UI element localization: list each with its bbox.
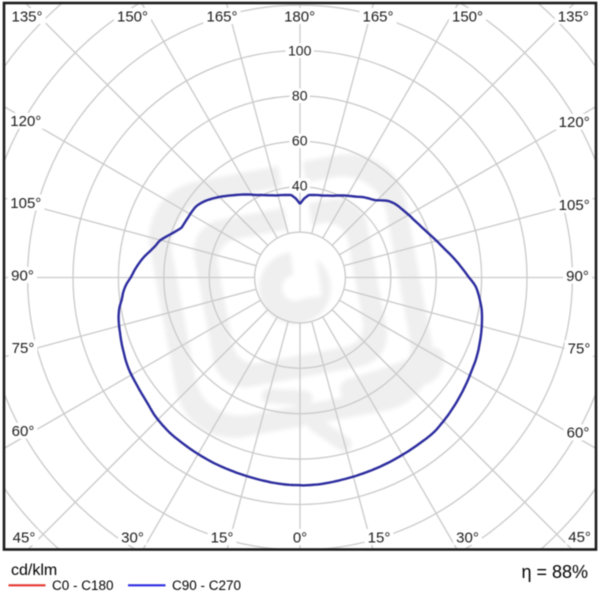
svg-text:120°: 120°: [10, 113, 41, 130]
svg-text:90°: 90°: [11, 267, 34, 284]
svg-text:15°: 15°: [211, 529, 234, 546]
svg-text:75°: 75°: [12, 340, 35, 357]
svg-text:180°: 180°: [284, 8, 315, 25]
svg-text:C0 - C180: C0 - C180: [52, 578, 114, 593]
svg-text:135°: 135°: [11, 8, 42, 25]
svg-text:15°: 15°: [368, 529, 391, 546]
svg-text:30°: 30°: [121, 529, 144, 546]
svg-text:100: 100: [288, 43, 312, 59]
svg-text:75°: 75°: [568, 341, 591, 358]
svg-text:40: 40: [292, 177, 308, 193]
svg-text:60: 60: [292, 133, 308, 149]
svg-text:60°: 60°: [12, 423, 35, 440]
svg-text:165°: 165°: [362, 8, 393, 25]
svg-text:30°: 30°: [456, 529, 479, 546]
svg-text:60°: 60°: [567, 425, 590, 442]
svg-text:0°: 0°: [293, 529, 307, 546]
svg-text:120°: 120°: [559, 114, 590, 131]
svg-text:90°: 90°: [566, 268, 589, 285]
svg-text:150°: 150°: [452, 8, 483, 25]
svg-text:105°: 105°: [10, 195, 41, 212]
svg-text:165°: 165°: [206, 8, 237, 25]
svg-text:45°: 45°: [13, 530, 36, 547]
svg-text:η = 88%: η = 88%: [521, 562, 588, 582]
svg-text:45°: 45°: [568, 529, 591, 546]
svg-text:80: 80: [292, 88, 308, 104]
svg-text:150°: 150°: [117, 8, 148, 25]
svg-text:cd/klm: cd/klm: [11, 562, 57, 579]
svg-text:105°: 105°: [559, 197, 590, 214]
svg-text:135°: 135°: [558, 8, 589, 25]
svg-text:C90 - C270: C90 - C270: [172, 578, 241, 593]
